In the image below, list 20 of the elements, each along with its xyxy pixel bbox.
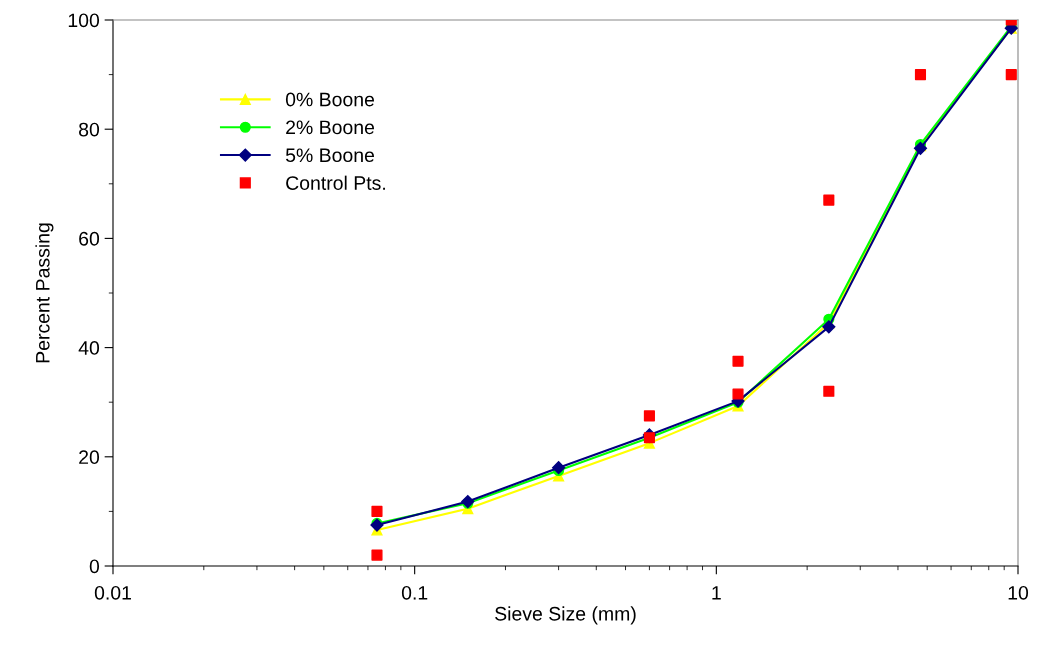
y-tick-label: 80 (79, 122, 100, 137)
point (822, 320, 836, 334)
x-tick-label: 0.1 (401, 585, 428, 600)
legend-label: Control Pts. (286, 175, 385, 190)
y-tick-label: 0 (89, 559, 100, 574)
legend-label: 2% Boone (286, 120, 375, 135)
y-tick-label: 40 (78, 341, 100, 355)
x-tick-label: 1 (712, 586, 721, 600)
point (643, 410, 655, 422)
point (371, 549, 383, 561)
point (732, 388, 744, 400)
x-axis-title: Sieve Size (mm) (495, 606, 636, 625)
y-axis-title: Percent Passing (35, 223, 54, 363)
x-tick-label: 10 (1008, 585, 1029, 600)
y-tick-label: 100 (68, 13, 100, 28)
x-tick-label: 0.01 (94, 585, 131, 600)
legend-label: 0% Boone (285, 92, 375, 107)
y-tick-label: 60 (79, 231, 100, 246)
y-tick-label: 20 (79, 450, 100, 465)
legend-label: 5% Boone (285, 148, 375, 163)
